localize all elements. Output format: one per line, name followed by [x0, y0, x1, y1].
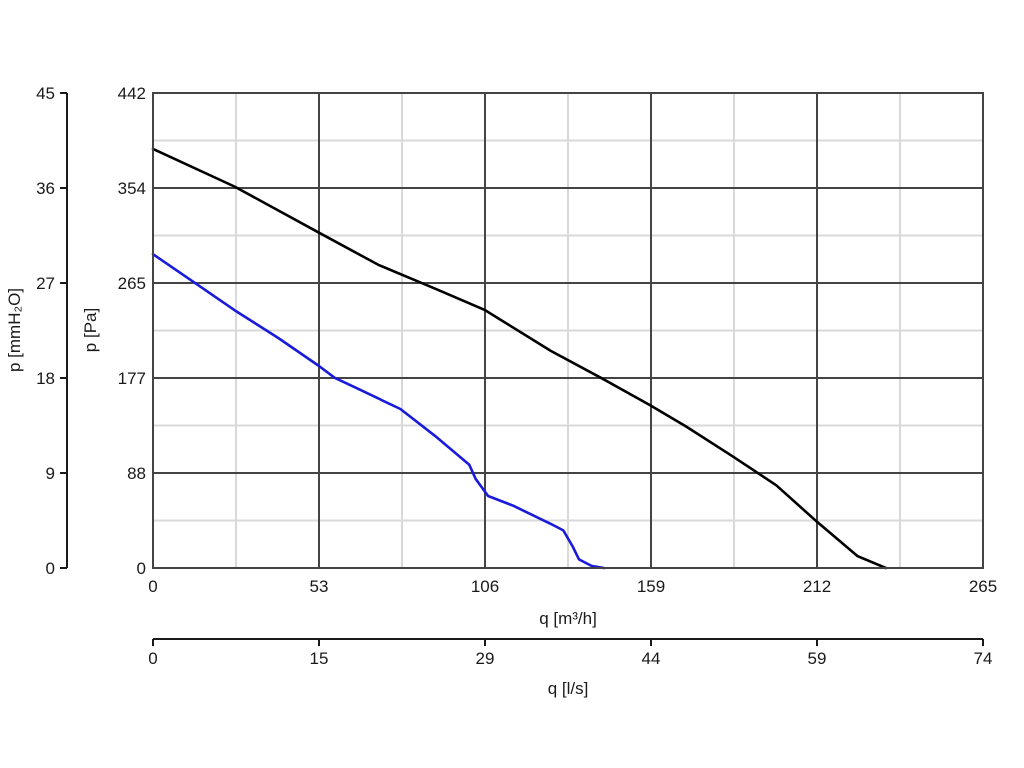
minor-grid — [153, 93, 983, 568]
x-axis-ls: 0 15 29 44 59 74 — [148, 638, 993, 668]
x-tick-label-m3h: 53 — [310, 577, 329, 596]
y-axis-label-pa: p [Pa] — [81, 308, 100, 352]
x-tick-label-m3h: 265 — [969, 577, 997, 596]
x-tick-label-ls: 59 — [808, 649, 827, 668]
y-axis-mmh2o: 0 9 18 27 36 45 — [36, 84, 68, 578]
y-tick-label-mmh2o: 36 — [36, 179, 55, 198]
plot-frame — [152, 92, 984, 569]
x-tick-label-ls: 29 — [476, 649, 495, 668]
x-tick-label-m3h: 212 — [803, 577, 831, 596]
y-axis-label-mmh2o: p [mmH₂O] — [5, 288, 24, 372]
y-tick-label-pa: 88 — [127, 464, 146, 483]
y-tick-label-mmh2o: 18 — [36, 369, 55, 388]
y-tick-label-pa: 442 — [118, 84, 146, 103]
series-line-1 — [151, 147, 888, 570]
x-tick-label-m3h: 159 — [637, 577, 665, 596]
y-tick-label-mmh2o: 0 — [46, 559, 55, 578]
x-tick-labels-m3h: 0 53 106 159 212 265 — [148, 577, 997, 596]
y-tick-label-mmh2o: 27 — [36, 274, 55, 293]
series-line-2 — [151, 252, 606, 570]
x-tick-label-ls: 44 — [642, 649, 661, 668]
series-layer — [151, 147, 888, 570]
y-tick-label-mmh2o: 45 — [36, 84, 55, 103]
x-tick-label-ls: 0 — [148, 649, 157, 668]
x-axis-label-m3h: q [m³/h] — [539, 609, 597, 628]
y-tick-label-pa: 0 — [137, 559, 146, 578]
x-tick-label-ls: 74 — [974, 649, 993, 668]
x-axis-label-ls: q [l/s] — [548, 679, 589, 698]
x-tick-label-m3h: 0 — [148, 577, 157, 596]
y-tick-label-pa: 265 — [118, 274, 146, 293]
x-tick-label-ls: 15 — [310, 649, 329, 668]
y-tick-label-pa: 177 — [118, 369, 146, 388]
y-tick-labels-pa: 0 88 177 265 354 442 — [118, 84, 146, 578]
major-grid — [153, 93, 983, 568]
x-tick-label-m3h: 106 — [471, 577, 499, 596]
y-tick-label-pa: 354 — [118, 179, 146, 198]
y-tick-label-mmh2o: 9 — [46, 464, 55, 483]
